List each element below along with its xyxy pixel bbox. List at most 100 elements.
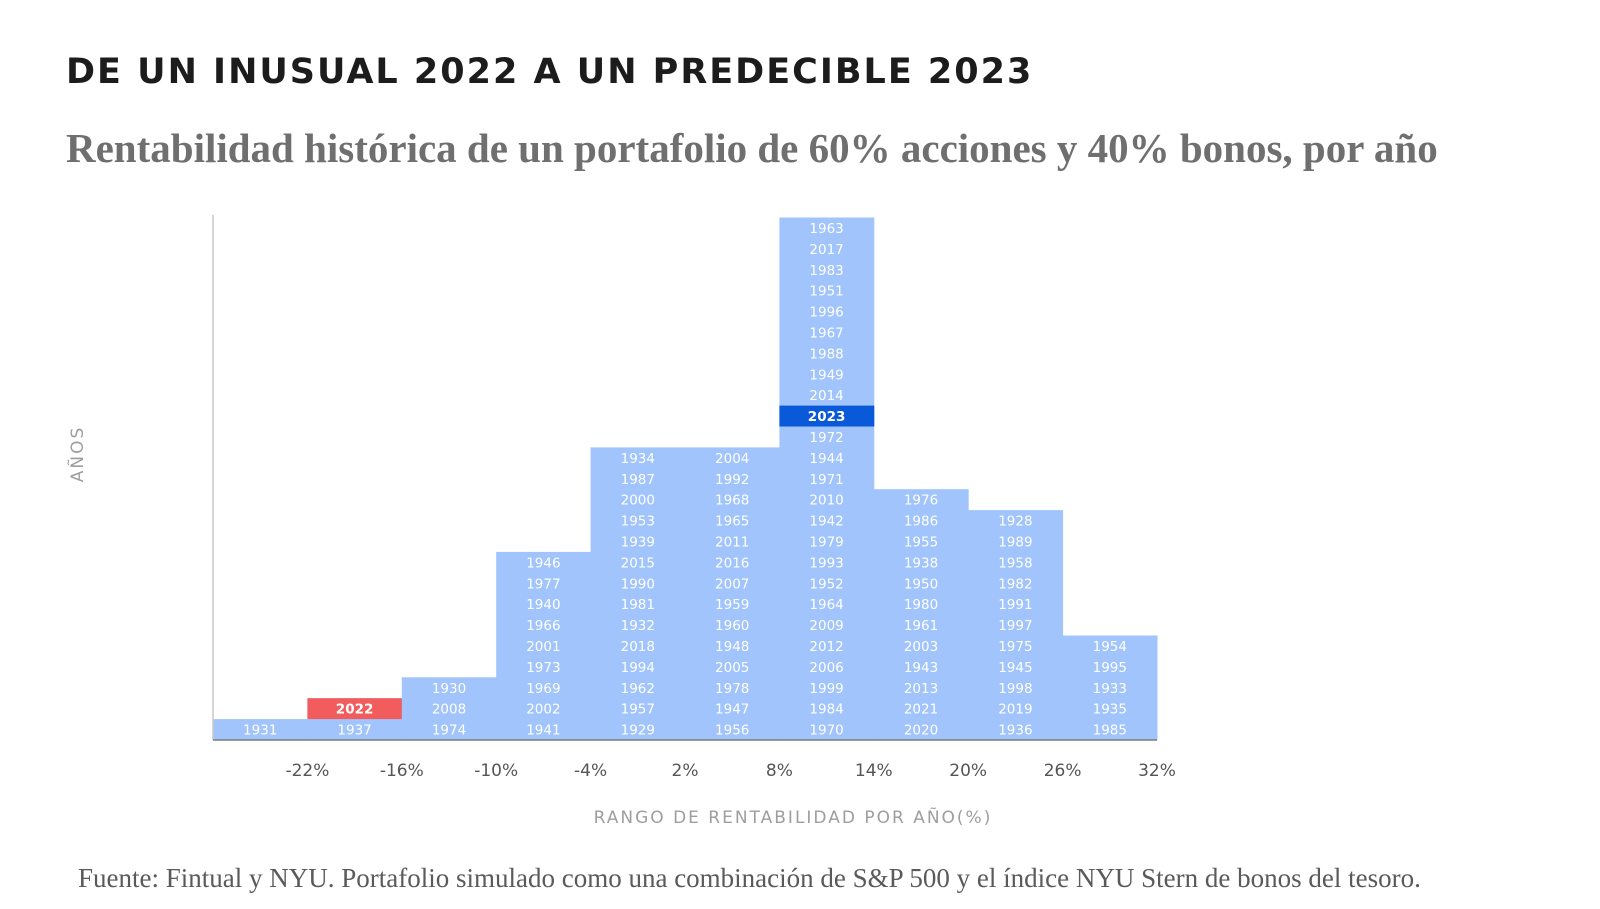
chart-heading: DE UN INUSUAL 2022 A UN PREDECIBLE 2023 bbox=[66, 52, 1034, 92]
year-label: 1992 bbox=[715, 472, 749, 488]
year-label: 1964 bbox=[809, 597, 843, 613]
year-label: 1963 bbox=[809, 221, 843, 237]
year-label: 1936 bbox=[998, 723, 1032, 739]
histogram-bar bbox=[590, 447, 686, 740]
year-label-highlight: 2022 bbox=[336, 702, 374, 718]
x-tick-label: -22% bbox=[285, 761, 329, 781]
year-label: 2003 bbox=[904, 639, 938, 655]
x-tick-label: 32% bbox=[1138, 761, 1176, 781]
year-label: 1952 bbox=[809, 576, 843, 592]
x-tick-label: 2% bbox=[672, 761, 699, 781]
year-label: 2014 bbox=[809, 388, 843, 404]
year-label: 1989 bbox=[998, 534, 1032, 550]
year-label: 2012 bbox=[809, 639, 843, 655]
year-label: 1970 bbox=[809, 723, 843, 739]
year-label: 1987 bbox=[621, 472, 655, 488]
year-label: 1986 bbox=[904, 514, 938, 530]
x-tick-label: 26% bbox=[1044, 761, 1082, 781]
year-label: 1951 bbox=[809, 284, 843, 300]
year-label: 1972 bbox=[809, 430, 843, 446]
year-label: 1938 bbox=[904, 555, 938, 571]
year-label: 2019 bbox=[998, 702, 1032, 718]
year-label: 2004 bbox=[715, 451, 749, 467]
year-label: 1949 bbox=[809, 367, 843, 383]
year-label: 1969 bbox=[526, 681, 560, 697]
year-label: 1988 bbox=[809, 346, 843, 362]
year-label: 1928 bbox=[998, 514, 1032, 530]
year-label: 1980 bbox=[904, 597, 938, 613]
year-label: 1954 bbox=[1093, 639, 1127, 655]
x-tick-label: 20% bbox=[949, 761, 987, 781]
x-tick-label: 8% bbox=[766, 761, 793, 781]
year-label: 1962 bbox=[621, 681, 655, 697]
year-label: 1956 bbox=[715, 723, 749, 739]
chart-subtitle: Rentabilidad histórica de un portafolio … bbox=[66, 125, 1438, 171]
year-label: 1946 bbox=[526, 555, 560, 571]
year-label: 1978 bbox=[715, 681, 749, 697]
histogram-bar bbox=[401, 677, 497, 740]
year-label: 1985 bbox=[1093, 723, 1127, 739]
year-label: 1971 bbox=[809, 472, 843, 488]
year-label: 1966 bbox=[526, 618, 560, 634]
year-label: 1930 bbox=[432, 681, 466, 697]
source-note: Fuente: Fintual y NYU. Portafolio simula… bbox=[78, 863, 1421, 893]
x-ticks-layer: -22% -16% -10% -4% 2% 8% 14% 20% 26% 32% bbox=[285, 761, 1175, 781]
year-label: 1934 bbox=[621, 451, 655, 467]
cell-labels-layer: 1931 1937 2022 1974 2008 1930 1941 2002 1969 1973… bbox=[243, 221, 1127, 739]
year-label: 1981 bbox=[621, 597, 655, 613]
year-label: 1976 bbox=[904, 493, 938, 509]
year-label: 1950 bbox=[904, 576, 938, 592]
year-label: 2017 bbox=[809, 242, 843, 258]
year-label: 2013 bbox=[904, 681, 938, 697]
year-label: 1993 bbox=[809, 555, 843, 571]
year-label: 1937 bbox=[337, 723, 371, 739]
year-label: 1997 bbox=[998, 618, 1032, 634]
x-tick-label: -16% bbox=[380, 761, 424, 781]
year-label: 1941 bbox=[526, 723, 560, 739]
year-label: 1990 bbox=[621, 576, 655, 592]
year-label: 2020 bbox=[904, 723, 938, 739]
year-label: 1965 bbox=[715, 514, 749, 530]
year-label: 1983 bbox=[809, 263, 843, 279]
year-label: 1973 bbox=[526, 660, 560, 676]
y-axis-label: AÑOS bbox=[66, 426, 88, 483]
year-label: 1940 bbox=[526, 597, 560, 613]
year-label: 1957 bbox=[621, 702, 655, 718]
x-tick-label: -10% bbox=[474, 761, 518, 781]
year-label: 2015 bbox=[621, 555, 655, 571]
year-label: 1943 bbox=[904, 660, 938, 676]
histogram-bar bbox=[968, 510, 1064, 740]
year-label: 1945 bbox=[998, 660, 1032, 676]
year-label: 2005 bbox=[715, 660, 749, 676]
highlight-cell-2023 bbox=[779, 405, 875, 427]
year-label: 1932 bbox=[621, 618, 655, 634]
year-label: 1968 bbox=[715, 493, 749, 509]
year-label: 2002 bbox=[526, 702, 560, 718]
year-label: 2000 bbox=[621, 493, 655, 509]
year-label: 1948 bbox=[715, 639, 749, 655]
year-label: 1977 bbox=[526, 576, 560, 592]
highlight-cell-2022 bbox=[307, 698, 403, 720]
histogram-bar bbox=[685, 447, 780, 740]
year-label: 1958 bbox=[998, 555, 1032, 571]
year-label: 1991 bbox=[998, 597, 1032, 613]
year-label: 1961 bbox=[904, 618, 938, 634]
year-label: 1996 bbox=[809, 305, 843, 321]
year-label: 2016 bbox=[715, 555, 749, 571]
histogram-bar bbox=[213, 719, 308, 740]
x-axis-label: RANGO DE RENTABILIDAD POR AÑO(%) bbox=[594, 806, 993, 828]
year-label: 1994 bbox=[621, 660, 655, 676]
x-tick-label: -4% bbox=[574, 761, 607, 781]
year-label: 2018 bbox=[621, 639, 655, 655]
year-label: 2011 bbox=[715, 534, 749, 550]
year-label: 2021 bbox=[904, 702, 938, 718]
year-label: 2001 bbox=[526, 639, 560, 655]
year-label: 1974 bbox=[432, 723, 466, 739]
histogram-bar bbox=[1062, 635, 1158, 740]
year-label: 1959 bbox=[715, 597, 749, 613]
year-label: 1931 bbox=[243, 723, 277, 739]
histogram-bar bbox=[779, 217, 875, 740]
year-label: 2009 bbox=[809, 618, 843, 634]
year-label: 1998 bbox=[998, 681, 1032, 697]
year-label: 2006 bbox=[809, 660, 843, 676]
